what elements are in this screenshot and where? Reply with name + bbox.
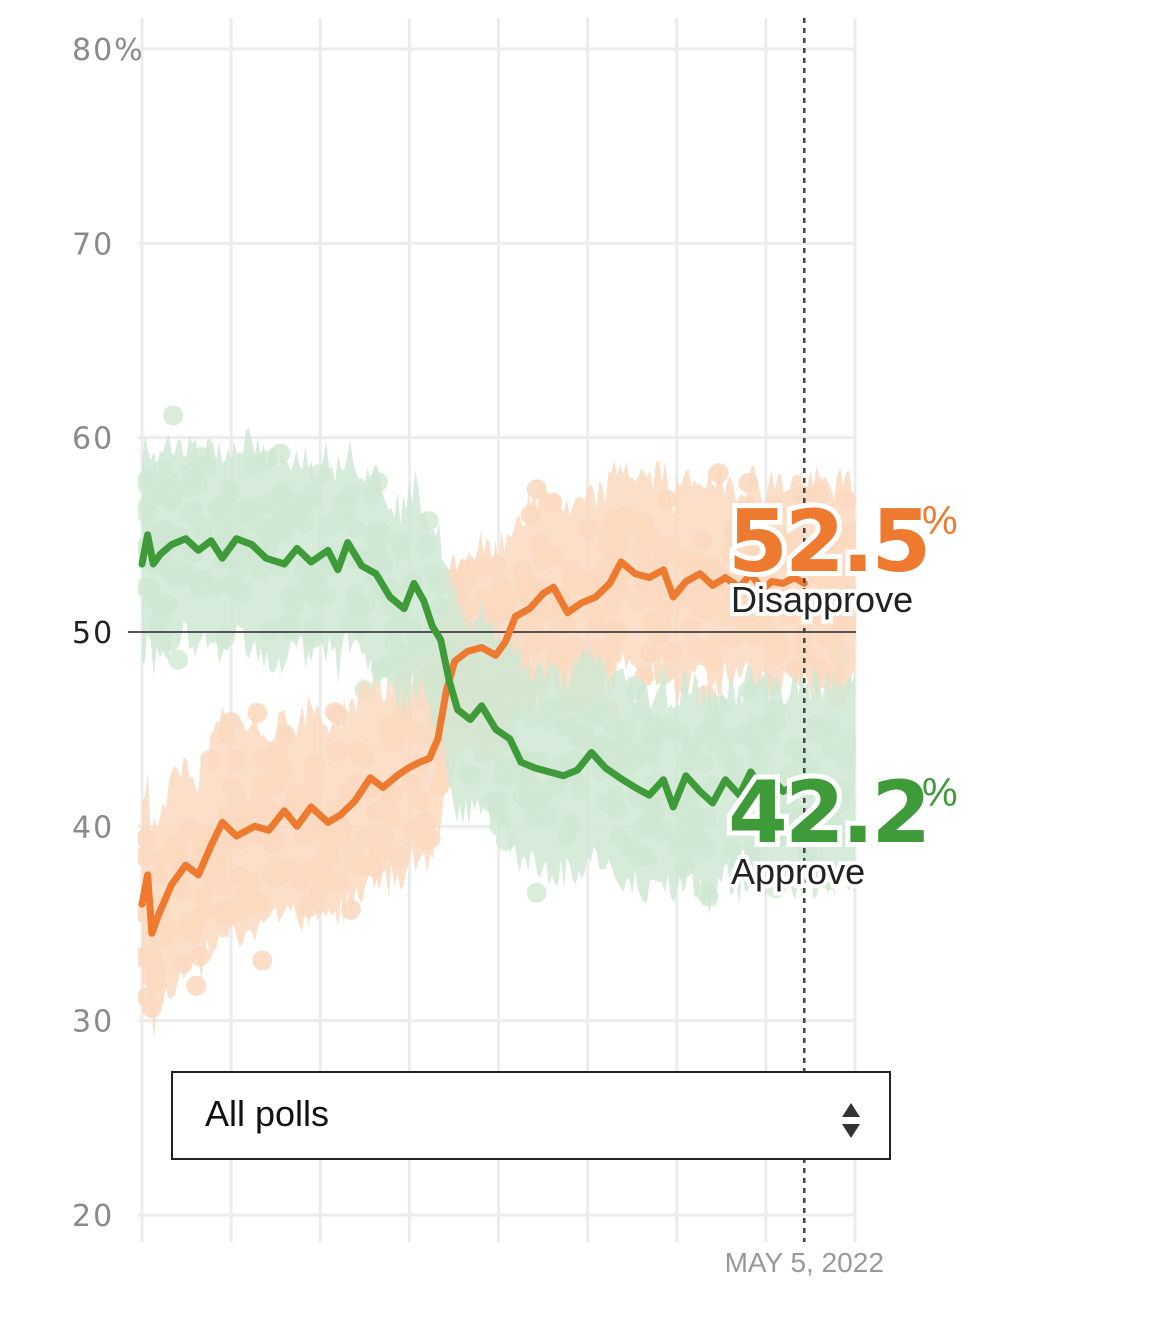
sort-arrows-icon — [842, 1103, 860, 1138]
approve-label: Approve — [731, 851, 865, 892]
y-tick-label: 30 — [72, 1005, 114, 1040]
approve-trend-line — [138, 531, 808, 811]
approve-value: 42.2 — [728, 763, 928, 863]
poll-filter-value: All polls — [205, 1093, 330, 1134]
poll-dot — [247, 702, 268, 723]
disapprove-value: 52.5 — [728, 492, 928, 592]
disapprove-label: Disapprove — [731, 579, 913, 620]
poll-dot — [526, 882, 547, 903]
y-tick-label: 20 — [72, 1199, 114, 1234]
approve-percent-sign: % — [922, 771, 958, 815]
disapprove-percent-sign: % — [922, 499, 958, 543]
poll-dot — [186, 975, 207, 996]
y-tick-label: 80% — [72, 33, 145, 68]
poll-dot — [163, 405, 184, 426]
disapprove-uncertainty-band — [142, 460, 855, 1039]
y-tick-label: 70 — [72, 227, 114, 262]
poll-filter-select[interactable]: All polls — [171, 1071, 891, 1160]
poll-dot — [252, 950, 273, 971]
y-tick-label: 40 — [72, 810, 114, 845]
poll-dot — [168, 649, 189, 670]
poll-dot — [340, 899, 361, 920]
y-tick-label: 50 — [72, 616, 114, 651]
current-date-label: MAY 5, 2022 — [725, 1247, 884, 1278]
trend-lines — [138, 531, 808, 937]
disapprove-trend-line — [138, 558, 808, 937]
y-axis-ticks: 80% 70 60 50 40 30 20 — [72, 33, 145, 1234]
y-tick-label: 60 — [72, 422, 114, 457]
